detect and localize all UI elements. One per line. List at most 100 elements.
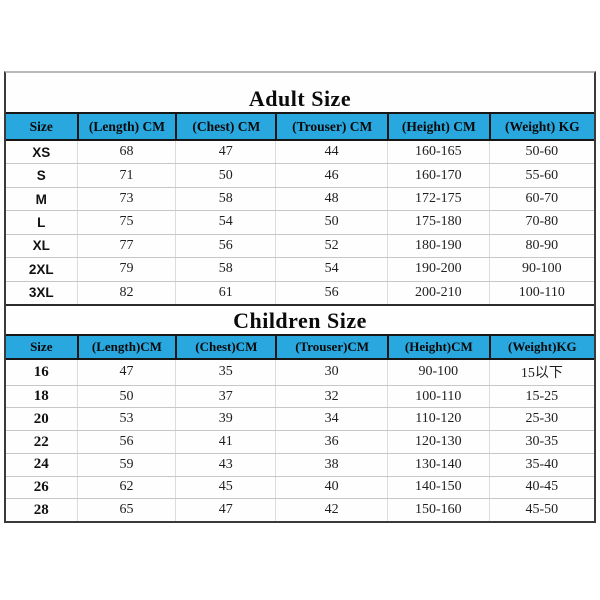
trouser-cell: 44 (275, 141, 387, 164)
adult-table-header: Size (Length) CM (Chest) CM (Trouser) CM… (6, 112, 594, 141)
length-cell: 53 (76, 408, 176, 431)
trouser-cell: 42 (275, 499, 387, 522)
weight-cell: 60-70 (488, 187, 594, 211)
size-cell: 16 (33, 363, 49, 380)
size-cell: M (35, 191, 47, 207)
adult-header-length: (Length) CM (76, 114, 176, 139)
children-header-height: (Height)CM (387, 336, 489, 358)
children-size-title-row: Children Size (6, 304, 594, 334)
height-cell: 140-150 (387, 476, 489, 499)
children-table-body: 16 47 35 30 90-100 15以下 18 50 37 32 100-… (6, 360, 594, 522)
height-cell: 160-170 (387, 164, 489, 187)
height-cell: 130-140 (387, 453, 489, 476)
size-cell: 24 (33, 456, 49, 473)
chest-cell: 58 (175, 258, 275, 281)
weight-cell: 40-45 (488, 476, 594, 499)
length-cell: 50 (76, 385, 176, 408)
length-cell: 71 (76, 164, 176, 187)
length-cell: 75 (76, 211, 176, 234)
weight-cell: 35-40 (488, 453, 594, 476)
table-row: XL 77 56 52 180-190 80-90 (6, 234, 594, 259)
chest-cell: 37 (175, 385, 275, 408)
size-chart-sheet: Adult Size Size (Length) CM (Chest) CM (… (4, 71, 596, 523)
size-cell: S (36, 168, 46, 184)
height-cell: 172-175 (387, 187, 489, 211)
size-cell: 20 (33, 410, 49, 427)
length-cell: 79 (76, 258, 176, 281)
size-cell: 28 (33, 501, 49, 518)
trouser-cell: 46 (275, 164, 387, 187)
trouser-cell: 56 (275, 281, 387, 304)
table-row: S 71 50 46 160-170 55-60 (6, 164, 594, 188)
trouser-cell: 40 (275, 476, 387, 499)
adult-size-title-row: Adult Size (6, 73, 594, 112)
length-cell: 73 (76, 187, 176, 211)
height-cell: 160-165 (387, 141, 489, 164)
height-cell: 120-130 (387, 431, 489, 453)
trouser-cell: 30 (275, 360, 387, 385)
adult-header-chest: (Chest) CM (175, 114, 275, 139)
height-cell: 190-200 (387, 258, 489, 281)
chest-cell: 43 (175, 453, 275, 476)
size-cell: 3XL (28, 285, 54, 301)
adult-table-body: XS 68 47 44 160-165 50-60 S 71 50 46 160… (6, 141, 594, 304)
adult-header-trouser: (Trouser) CM (275, 114, 387, 139)
chest-cell: 61 (175, 281, 275, 304)
length-cell: 62 (76, 476, 176, 499)
table-row: M 73 58 48 172-175 60-70 (6, 187, 594, 212)
chest-cell: 39 (175, 408, 275, 431)
adult-header-size: Size (29, 118, 53, 134)
weight-cell: 90-100 (488, 258, 594, 281)
height-cell: 180-190 (387, 234, 489, 258)
trouser-cell: 34 (275, 408, 387, 431)
size-cell: 22 (33, 433, 49, 450)
children-header-size: Size (30, 339, 53, 354)
size-cell: XS (32, 144, 51, 160)
length-cell: 47 (76, 360, 176, 385)
chest-cell: 41 (175, 431, 275, 453)
chest-cell: 50 (175, 164, 275, 187)
height-cell: 150-160 (387, 499, 489, 522)
length-cell: 65 (76, 499, 176, 522)
chest-cell: 54 (175, 211, 275, 234)
trouser-cell: 38 (275, 453, 387, 476)
weight-cell: 15以下 (488, 360, 594, 385)
adult-header-weight: (Weight) KG (488, 114, 594, 139)
size-cell: 18 (33, 388, 49, 405)
height-cell: 175-180 (387, 211, 489, 234)
table-row: 28 65 47 42 150-160 45-50 (6, 499, 594, 522)
table-row: 24 59 43 38 130-140 35-40 (6, 453, 594, 477)
size-cell: 2XL (28, 261, 54, 277)
length-cell: 56 (76, 431, 176, 453)
trouser-cell: 50 (275, 211, 387, 234)
height-cell: 110-120 (387, 408, 489, 431)
trouser-cell: 48 (275, 187, 387, 211)
weight-cell: 100-110 (488, 281, 594, 304)
weight-cell: 30-35 (488, 431, 594, 453)
length-cell: 59 (76, 453, 176, 476)
table-row: 2XL 79 58 54 190-200 90-100 (6, 258, 594, 282)
height-cell: 200-210 (387, 281, 489, 304)
weight-cell: 25-30 (488, 408, 594, 431)
length-cell: 77 (76, 234, 176, 258)
table-row: 18 50 37 32 100-110 15-25 (6, 385, 594, 409)
weight-cell: 80-90 (488, 234, 594, 258)
chest-cell: 58 (175, 187, 275, 211)
weight-cell: 55-60 (488, 164, 594, 187)
table-row: XS 68 47 44 160-165 50-60 (6, 141, 594, 165)
children-size-title: Children Size (233, 308, 367, 333)
table-row: 3XL 82 61 56 200-210 100-110 (6, 281, 594, 304)
adult-size-title: Adult Size (248, 86, 352, 111)
adult-header-height: (Height) CM (387, 114, 489, 139)
size-cell: 26 (33, 478, 49, 495)
table-row: L 75 54 50 175-180 70-80 (6, 211, 594, 235)
height-cell: 90-100 (387, 360, 489, 385)
trouser-cell: 32 (275, 385, 387, 408)
chest-cell: 45 (175, 476, 275, 499)
children-header-chest: (Chest)CM (175, 336, 275, 358)
chest-cell: 35 (175, 360, 275, 385)
children-header-length: (Length)CM (76, 336, 176, 358)
weight-cell: 15-25 (488, 385, 594, 408)
weight-cell: 50-60 (488, 141, 594, 164)
